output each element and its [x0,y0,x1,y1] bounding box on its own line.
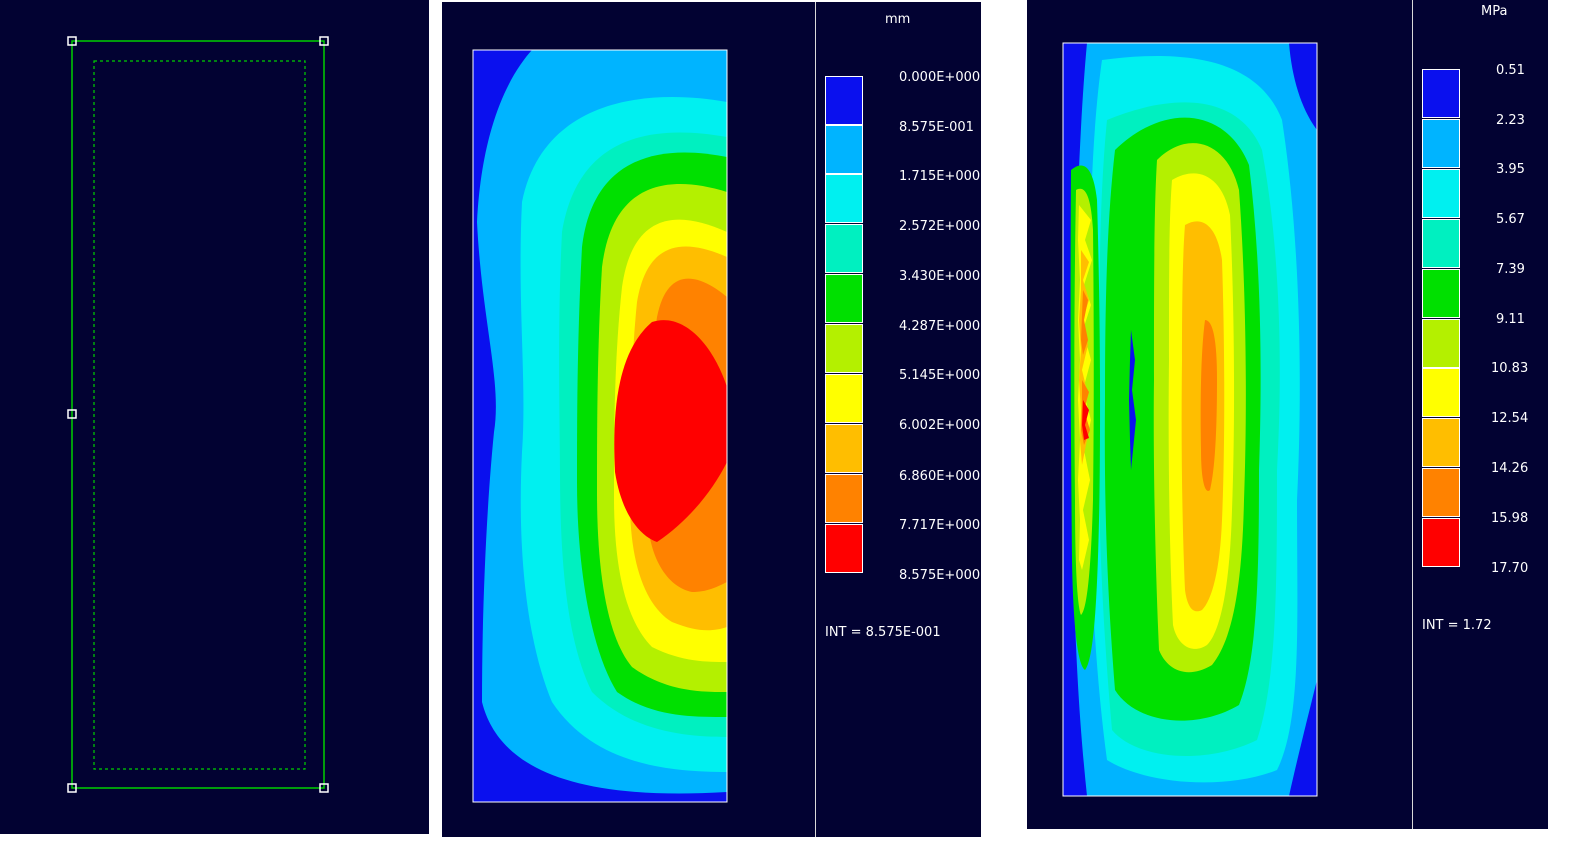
displacement-legend-swatch [825,424,863,473]
displacement-legend-label: 8.575E+000 [899,568,981,583]
stress-legend-swatch [1422,169,1460,218]
displacement-legend-swatch [825,324,863,373]
mid-node-left[interactable] [67,409,77,419]
stress-legend-bar [1422,69,1462,568]
stress-legend-label: 7.39 [1496,262,1525,277]
stress-legend-label: 5.67 [1496,212,1525,227]
stress-legend-label: 12.54 [1491,411,1529,426]
stress-legend-label: 17.70 [1491,561,1529,576]
stress-legend-swatch [1422,69,1460,118]
stress-legend-swatch [1422,319,1460,368]
stress-legend-swatch [1422,518,1460,567]
displacement-legend-swatch [825,76,863,125]
stress-plot-frame [1062,42,1318,797]
stress-interval-label: INT = 1.72 [1422,618,1492,633]
stress-legend-label: 15.98 [1491,511,1529,526]
stress-legend-swatch [1422,418,1460,467]
stress-band-0-top-right [1289,43,1317,130]
stress-legend-label: 14.26 [1491,461,1529,476]
displacement-legend-label: 8.575E-001 [899,120,974,135]
displacement-legend-swatch [825,374,863,423]
displacement-legend-label: 3.430E+000 [899,269,981,284]
displacement-unit-label: mm [885,12,911,27]
displacement-legend-divider [815,2,816,837]
plate-outline [71,40,325,789]
displacement-legend-label: 5.145E+000 [899,368,981,383]
stress-legend-swatch [1422,468,1460,517]
stress-band-0-left [1063,43,1087,796]
displacement-interval-label: INT = 8.575E-001 [825,625,941,640]
stress-legend-label: 9.11 [1496,312,1525,327]
stress-band-9 [1082,400,1089,440]
stress-panel: MPa 0.51 2.23 3.95 5.67 7.39 9.11 10.83 … [1027,0,1548,829]
displacement-legend-swatch [825,524,863,573]
displacement-legend-label: 6.002E+000 [899,418,981,433]
displacement-legend-label: 6.860E+000 [899,469,981,484]
stress-legend-label: 2.23 [1496,113,1525,128]
corner-node-top-right[interactable] [319,36,329,46]
stress-legend-label: 0.51 [1496,63,1525,78]
displacement-legend-swatch [825,125,863,174]
displacement-panel: mm 0.000E+000 8.575E-001 1.715E+000 2.57… [442,2,981,837]
corner-node-bottom-left[interactable] [67,783,77,793]
stress-legend-label: 3.95 [1496,162,1525,177]
displacement-legend-swatch [825,174,863,223]
displacement-legend-label: 2.572E+000 [899,219,981,234]
displacement-legend-swatch [825,474,863,523]
stress-band-8-right [1200,320,1217,491]
displacement-legend-label: 7.717E+000 [899,518,981,533]
displacement-legend-bar [825,76,865,574]
disp-band-9 [614,320,727,542]
stress-legend-divider [1412,0,1413,829]
displacement-contour-plot [472,49,728,803]
stress-legend-swatch [1422,219,1460,268]
displacement-legend-label: 4.287E+000 [899,319,981,334]
displacement-legend-swatch [825,224,863,273]
stress-legend-swatch [1422,119,1460,168]
stress-legend-swatch [1422,269,1460,318]
displacement-legend-label: 1.715E+000 [899,169,981,184]
corner-node-bottom-right[interactable] [319,783,329,793]
displacement-legend-label: 0.000E+000 [899,70,981,85]
geometry-panel [0,0,429,834]
stress-contour-plot [1062,42,1318,797]
displacement-legend-swatch [825,274,863,323]
stress-legend-label: 10.83 [1491,361,1529,376]
inner-dashed-outline [93,60,306,770]
stress-legend-swatch [1422,368,1460,417]
displacement-plot-frame [472,49,728,803]
stress-low-streak-center [1129,330,1136,470]
geometry-drawing [67,36,329,793]
corner-node-top-left[interactable] [67,36,77,46]
stress-band-0-bottom-right [1289,680,1317,796]
stress-unit-label: MPa [1481,4,1508,19]
stress-band-8-left-upper [1081,290,1088,355]
